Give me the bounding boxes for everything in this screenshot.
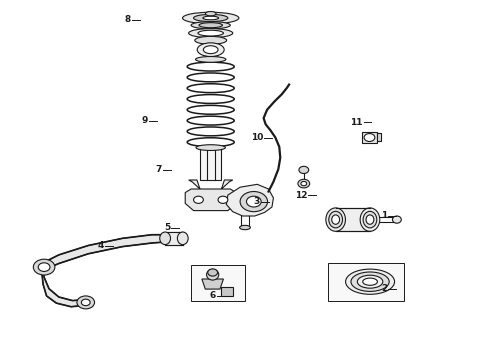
Text: 11: 11	[350, 118, 363, 127]
Text: 9: 9	[142, 116, 148, 125]
Ellipse shape	[198, 30, 223, 36]
Text: 3: 3	[253, 197, 260, 206]
Ellipse shape	[366, 215, 374, 224]
Ellipse shape	[351, 272, 389, 292]
Ellipse shape	[363, 211, 377, 228]
Ellipse shape	[360, 208, 380, 231]
Circle shape	[364, 134, 375, 141]
Circle shape	[298, 179, 310, 188]
Text: 10: 10	[251, 133, 263, 142]
Polygon shape	[189, 180, 233, 201]
Polygon shape	[185, 189, 236, 211]
Ellipse shape	[196, 57, 226, 62]
Ellipse shape	[329, 211, 343, 228]
Ellipse shape	[194, 14, 228, 22]
Ellipse shape	[332, 215, 340, 224]
Text: 2: 2	[381, 284, 387, 293]
Ellipse shape	[195, 36, 226, 44]
Text: 12: 12	[294, 191, 307, 199]
Ellipse shape	[199, 23, 222, 28]
Circle shape	[38, 263, 50, 271]
Circle shape	[246, 196, 261, 207]
Text: 8: 8	[124, 15, 131, 24]
Ellipse shape	[363, 278, 377, 285]
Ellipse shape	[177, 232, 188, 245]
Text: 7: 7	[155, 165, 162, 174]
Polygon shape	[42, 264, 86, 307]
Ellipse shape	[207, 269, 219, 280]
Ellipse shape	[345, 269, 394, 294]
Circle shape	[240, 192, 268, 212]
Ellipse shape	[191, 22, 230, 29]
Ellipse shape	[203, 46, 218, 54]
Bar	[328, 263, 404, 301]
Ellipse shape	[182, 12, 239, 24]
Ellipse shape	[160, 232, 171, 245]
Polygon shape	[226, 184, 273, 216]
Ellipse shape	[189, 29, 233, 37]
Ellipse shape	[205, 12, 216, 16]
Bar	[165, 232, 183, 245]
Bar	[191, 265, 245, 301]
Text: 5: 5	[164, 223, 170, 232]
Circle shape	[299, 166, 309, 174]
Ellipse shape	[196, 145, 225, 150]
Circle shape	[301, 181, 307, 186]
Circle shape	[194, 196, 203, 203]
Ellipse shape	[197, 43, 224, 57]
Bar	[220, 287, 233, 296]
Text: 4: 4	[98, 241, 104, 250]
Bar	[336, 208, 370, 231]
Ellipse shape	[240, 225, 250, 230]
Bar	[362, 132, 377, 143]
Circle shape	[81, 299, 90, 306]
Bar	[200, 148, 221, 180]
Bar	[377, 133, 381, 141]
Text: 1: 1	[381, 211, 387, 220]
Circle shape	[208, 269, 218, 276]
Ellipse shape	[357, 275, 383, 288]
Ellipse shape	[326, 208, 345, 231]
Circle shape	[218, 196, 228, 203]
Ellipse shape	[392, 216, 401, 223]
Ellipse shape	[203, 16, 219, 20]
Circle shape	[33, 259, 55, 275]
Polygon shape	[202, 279, 223, 289]
Text: 6: 6	[209, 292, 216, 300]
Polygon shape	[42, 235, 176, 271]
Circle shape	[77, 296, 95, 309]
